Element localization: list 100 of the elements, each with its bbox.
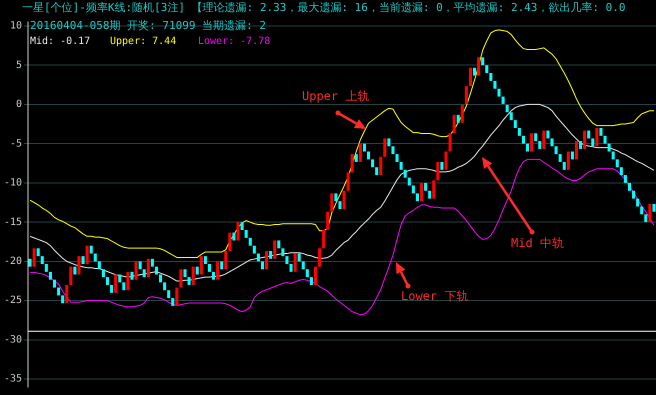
annotation: Lower: -7.78: [198, 36, 270, 48]
candlestick: [260, 261, 264, 270]
candlestick: [566, 152, 570, 170]
candlestick: [362, 144, 366, 152]
candlestick: [228, 232, 232, 251]
candlestick: [350, 154, 354, 172]
candlestick: [628, 182, 632, 191]
candlestick: [44, 264, 48, 272]
candlestick: [387, 138, 390, 146]
candlestick: [400, 162, 403, 170]
candlestick: [86, 246, 89, 264]
candlestick: [444, 152, 448, 170]
candlestick: [265, 250, 268, 270]
y-tick-label: -35: [4, 374, 22, 385]
candlestick: [302, 261, 305, 270]
candlestick: [550, 138, 554, 146]
candlestick: [579, 141, 582, 149]
y-tick-label: -15: [4, 216, 22, 228]
candlestick: [310, 277, 313, 285]
candlestick: [281, 248, 284, 256]
candlestick: [534, 133, 538, 142]
candlestick: [52, 280, 56, 288]
candlestick: [167, 290, 170, 298]
candlestick: [244, 230, 248, 238]
candlestick: [154, 266, 158, 275]
candlestick: [150, 258, 154, 267]
candlestick: [595, 128, 598, 146]
candlestick: [632, 190, 636, 199]
candlestick: [624, 175, 627, 183]
candlestick: [554, 146, 558, 154]
candlestick: [106, 277, 110, 285]
candlestick: [424, 182, 428, 191]
candlestick: [208, 264, 211, 272]
candlestick: [142, 269, 146, 278]
candlestick: [530, 133, 534, 152]
candlestick: [473, 68, 476, 76]
candlestick: [77, 256, 81, 275]
candlestick: [468, 68, 472, 86]
candlestick: [57, 288, 60, 296]
candlestick: [318, 248, 322, 267]
candlestick: [252, 246, 256, 254]
candlestick: [69, 266, 72, 285]
candlestick: [502, 96, 505, 104]
candlestick: [90, 246, 93, 254]
candlestick: [73, 266, 76, 275]
candlestick: [391, 146, 395, 154]
candlestick: [200, 256, 203, 275]
candlestick: [493, 80, 496, 89]
candlestick: [326, 212, 330, 230]
candlestick: [102, 269, 105, 278]
y-tick-label: -30: [4, 334, 22, 346]
candlestick: [506, 104, 509, 112]
candlestick: [61, 295, 64, 304]
candlestick: [82, 256, 85, 264]
candlestick: [216, 261, 220, 280]
candlestick: [146, 258, 150, 278]
candlestick: [599, 128, 602, 136]
candlestick: [603, 136, 607, 144]
y-tick-label: -10: [4, 178, 22, 189]
candlestick: [322, 230, 326, 248]
candlestick: [338, 201, 342, 210]
candlestick: [224, 250, 228, 270]
candlestick: [481, 57, 484, 66]
candlestick: [188, 277, 191, 285]
candlestick: [612, 152, 615, 160]
candlestick: [542, 130, 546, 149]
y-tick-label: -5: [10, 138, 22, 150]
candlestick: [196, 266, 199, 275]
candlestick: [220, 261, 224, 270]
candlestick: [342, 190, 346, 210]
candlestick: [652, 204, 656, 212]
candlestick: [358, 144, 362, 162]
candlestick: [440, 162, 444, 170]
candlestick: [416, 193, 419, 202]
candlestick: [608, 144, 611, 152]
candlestick: [366, 152, 370, 160]
candlestick: [294, 254, 297, 272]
candlestick: [48, 272, 52, 280]
annotation: Lower 下轨: [401, 289, 468, 304]
candlestick: [277, 240, 280, 248]
candlestick: [126, 272, 130, 290]
candlestick: [408, 178, 411, 186]
y-tick-label: -25: [4, 295, 22, 306]
candlestick: [636, 198, 640, 206]
candlestick: [110, 284, 114, 293]
candlestick: [285, 256, 288, 264]
y-tick-label: -20: [4, 256, 22, 267]
annotation: Upper: 7.44: [110, 36, 176, 48]
y-tick-label: 5: [16, 60, 22, 71]
candlestick: [436, 162, 440, 180]
candlestick: [28, 258, 32, 267]
candlestick: [616, 159, 619, 168]
candlestick: [306, 269, 309, 278]
candlestick: [40, 256, 44, 264]
candlestick: [383, 138, 386, 157]
candlestick: [298, 254, 301, 262]
candlestick: [396, 154, 399, 162]
candlestick: [526, 144, 530, 152]
candlestick: [98, 261, 101, 270]
candlestick: [114, 274, 118, 293]
